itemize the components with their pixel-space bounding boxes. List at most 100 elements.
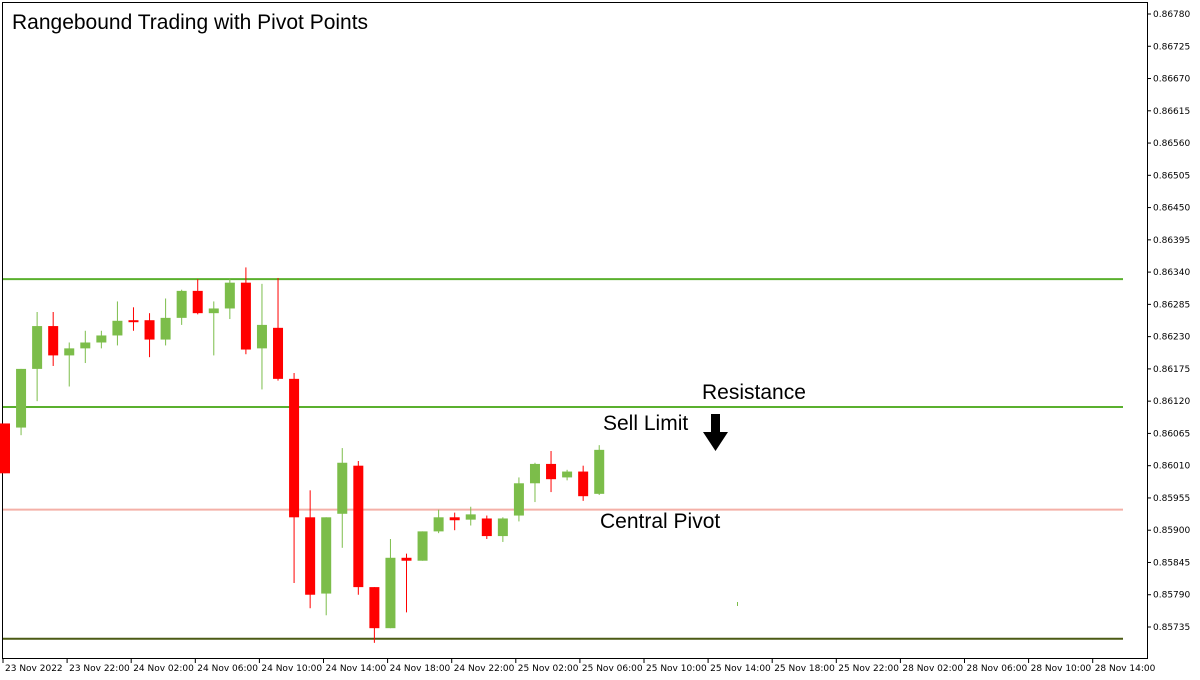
y-tick-label: 0.85790 [1153, 591, 1190, 601]
candle-body [465, 514, 476, 520]
candle [465, 506, 476, 526]
candle [192, 279, 203, 315]
candle-body [321, 517, 332, 594]
x-tick-label: 24 Nov 02:00 [133, 664, 194, 674]
x-tick-label: 25 Nov 14:00 [710, 664, 771, 674]
x-tick-label: 28 Nov 02:00 [902, 664, 963, 674]
candle-body [369, 587, 380, 629]
candle-body [305, 517, 316, 595]
candle [112, 301, 123, 346]
x-tick-label: 23 Nov 22:00 [69, 664, 130, 674]
candle [240, 267, 251, 355]
candle [160, 298, 171, 346]
x-tick-label: 24 Nov 06:00 [197, 664, 258, 674]
y-tick-label: 0.86285 [1153, 300, 1190, 310]
y-tick-label: 0.86175 [1153, 365, 1190, 375]
candle [353, 460, 364, 595]
candle [417, 531, 428, 561]
candle-body [417, 531, 428, 561]
candle [321, 517, 332, 616]
candle-body [256, 324, 267, 349]
candle [369, 587, 380, 643]
y-tick-label: 0.86120 [1153, 397, 1190, 407]
y-tick-label: 0.85955 [1153, 494, 1190, 504]
y-tick-label: 0.86340 [1153, 268, 1190, 278]
candles [0, 267, 605, 643]
y-tick-label: 0.86725 [1153, 42, 1190, 52]
candle [385, 539, 396, 629]
y-tick-label: 0.86010 [1153, 462, 1190, 472]
down-arrow-icon [703, 414, 728, 451]
candle-body [594, 449, 605, 494]
candle-body [289, 378, 300, 518]
candle [562, 469, 573, 481]
candle [224, 277, 235, 320]
candle [208, 301, 219, 356]
candle-body [433, 517, 444, 532]
x-tick-label: 24 Nov 22:00 [454, 664, 515, 674]
candle-body [353, 465, 364, 588]
candle-body [112, 320, 123, 336]
y-tick-label: 0.85845 [1153, 558, 1190, 568]
candle-body [497, 518, 508, 537]
y-tick-label: 0.86615 [1153, 107, 1190, 117]
stray-mark [737, 602, 738, 606]
candle-body [224, 282, 235, 309]
candle-body [80, 342, 91, 349]
chart-frame [2, 2, 1148, 659]
candle-body [337, 462, 348, 514]
y-tick-label: 0.86230 [1153, 333, 1190, 343]
candle [289, 373, 300, 584]
candle [481, 515, 492, 540]
candle [273, 277, 284, 381]
candle [32, 311, 43, 402]
candle [401, 553, 412, 613]
y-tick-label: 0.86450 [1153, 204, 1190, 214]
candle [594, 445, 605, 496]
candle [578, 465, 589, 501]
resistance-label: Resistance [702, 381, 806, 404]
candle-body [240, 282, 251, 350]
candle-body [562, 471, 573, 478]
x-tick-label: 25 Nov 18:00 [774, 664, 835, 674]
candle [64, 342, 75, 387]
sell-limit-label: Sell Limit [603, 412, 689, 435]
candle-body [385, 557, 396, 629]
candle [48, 311, 59, 366]
candle-body [64, 348, 75, 356]
candle [433, 509, 444, 534]
candle [546, 451, 557, 493]
candle [128, 307, 139, 331]
candle-body [176, 290, 187, 318]
candle [16, 368, 27, 436]
y-tick-label: 0.86505 [1153, 171, 1190, 181]
candle [449, 512, 460, 531]
candle-body [273, 327, 284, 379]
candle-body [546, 463, 557, 480]
candle-body [160, 317, 171, 340]
candle-body [128, 320, 139, 323]
candle-body [96, 335, 107, 343]
candle-body [0, 423, 10, 474]
candle [305, 490, 316, 609]
central-pivot-label: Central Pivot [600, 510, 721, 533]
y-tick-label: 0.86670 [1153, 75, 1190, 85]
candle-body [16, 368, 27, 428]
candle [96, 330, 107, 349]
candle [144, 313, 155, 358]
candle-body [449, 517, 460, 521]
candle [256, 283, 267, 390]
x-tick-label: 25 Nov 22:00 [838, 664, 899, 674]
candle [176, 289, 187, 325]
x-tick-label: 28 Nov 10:00 [1031, 664, 1092, 674]
y-axis: 0.86780 0.86725 0.86670 0.86615 0.86560 0.865… [1147, 10, 1190, 633]
x-tick-label: 24 Nov 14:00 [326, 664, 387, 674]
x-tick-label: 24 Nov 10:00 [261, 664, 322, 674]
x-tick-label: 23 Nov 2022 [5, 664, 63, 674]
candle [513, 477, 524, 522]
candle [80, 330, 91, 364]
y-tick-label: 0.85900 [1153, 526, 1190, 536]
x-tick-label: 28 Nov 06:00 [967, 664, 1028, 674]
candle-body [529, 463, 540, 484]
